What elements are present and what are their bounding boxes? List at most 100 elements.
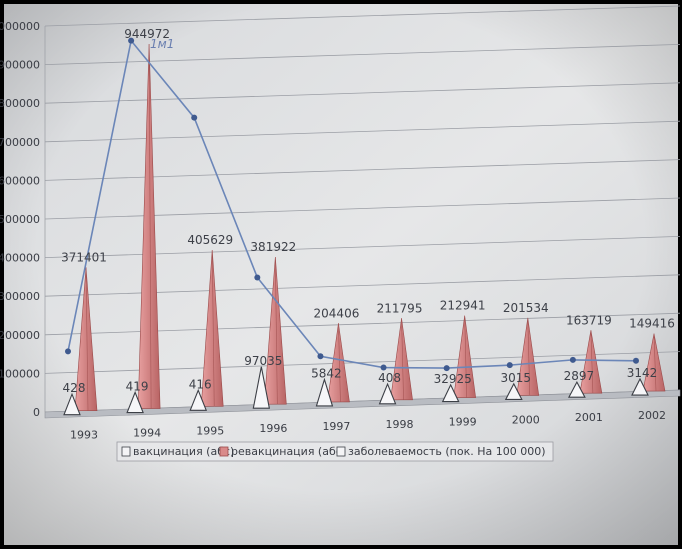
vaccination-cone bbox=[631, 377, 649, 396]
revaccination-value-label: 371401 bbox=[61, 250, 107, 264]
chart-annotation: 1м1 bbox=[150, 37, 174, 51]
y-tick-label: 300000 bbox=[0, 290, 40, 303]
revaccination-cone-edge bbox=[653, 333, 657, 392]
incidence-point bbox=[380, 364, 387, 371]
revaccination-value-label: 211795 bbox=[377, 301, 423, 315]
revaccination-cone-edge bbox=[85, 267, 89, 411]
vaccination-cone bbox=[189, 388, 208, 411]
incidence-point bbox=[633, 357, 639, 364]
vaccination-cone bbox=[378, 382, 397, 405]
y-axis-ticks: 0 100000 200000 300000 400000 500000 600000 700… bbox=[0, 20, 40, 419]
revaccination-value-label: 163719 bbox=[566, 313, 612, 327]
y-tick-label: 700000 bbox=[0, 136, 40, 149]
gridline bbox=[44, 5, 681, 27]
revaccination-cone bbox=[264, 256, 287, 405]
revaccination-value-label: 944972 bbox=[124, 27, 170, 41]
x-tick-label: 1994 bbox=[133, 427, 161, 440]
x-tick-label: 1993 bbox=[70, 429, 98, 442]
revaccination-value-label: 381922 bbox=[250, 240, 296, 254]
incidence-point bbox=[191, 114, 198, 121]
incidence-point bbox=[254, 274, 261, 281]
vaccination-value-label: 3015 bbox=[501, 371, 532, 385]
data-labels: 371401 428 944972 419 405629 416 381922 97035 20… bbox=[61, 27, 675, 395]
incidence-point bbox=[128, 37, 135, 44]
incidence-series-line bbox=[67, 38, 637, 369]
x-tick-label: 1997 bbox=[322, 420, 350, 433]
vaccination-cone bbox=[126, 390, 144, 414]
vaccination-value-label: 5842 bbox=[311, 366, 342, 380]
incidence-point bbox=[506, 362, 513, 369]
revaccination-value-label: 212941 bbox=[440, 299, 486, 313]
revaccination-value-label: 204406 bbox=[314, 306, 360, 320]
y-tick-label: 100000 bbox=[0, 367, 40, 380]
revaccination-value-label: 201534 bbox=[503, 301, 549, 315]
y-tick-label: 0 bbox=[33, 406, 40, 419]
cone-bars bbox=[63, 44, 666, 416]
revaccination-cone bbox=[579, 330, 603, 394]
revaccination-cone-edge bbox=[275, 257, 278, 405]
revaccination-cone bbox=[453, 315, 477, 398]
vaccination-cone bbox=[252, 366, 270, 409]
legend-entry-label: вакцинация (абс) bbox=[133, 445, 234, 458]
incidence-point bbox=[65, 348, 71, 355]
incidence-point bbox=[443, 365, 450, 372]
legend-swatch bbox=[336, 446, 346, 457]
y-tick-label: 600000 bbox=[0, 174, 40, 187]
vaccination-cone bbox=[567, 380, 586, 398]
revaccination-cone-edge bbox=[590, 330, 594, 394]
x-tick-label: 1998 bbox=[386, 418, 414, 431]
revaccination-cone-edge bbox=[527, 317, 531, 396]
y-tick-label: 500000 bbox=[0, 213, 40, 226]
legend-entry-label: заболеваемость (пок. На 100 000) bbox=[348, 445, 546, 458]
gridline bbox=[44, 44, 681, 65]
x-tick-label: 2001 bbox=[575, 411, 603, 424]
vaccination-value-label: 97035 bbox=[244, 354, 282, 368]
vaccination-cone bbox=[63, 392, 81, 416]
y-tick-label: 900000 bbox=[0, 59, 40, 72]
revaccination-value-label: 405629 bbox=[187, 233, 233, 247]
revaccination-cone-edge bbox=[464, 315, 467, 398]
incidence-line bbox=[65, 37, 639, 372]
y-tick-label: 800000 bbox=[0, 97, 40, 110]
vaccination-value-label: 32925 bbox=[434, 372, 472, 386]
screen-vignette bbox=[4, 4, 678, 545]
vaccination-value-label: 2897 bbox=[564, 369, 595, 383]
legend-entry-label: ревакцинация (абс) bbox=[231, 445, 346, 458]
x-tick-label: 1999 bbox=[449, 416, 477, 429]
revaccination-value-label: 149416 bbox=[629, 317, 675, 331]
legend-swatch bbox=[219, 446, 229, 457]
revaccination-cone bbox=[390, 318, 413, 401]
revaccination-cone-edge bbox=[401, 318, 404, 400]
revaccination-cone-edge bbox=[211, 249, 215, 407]
vaccination-value-label: 408 bbox=[378, 371, 401, 385]
x-axis-ticks: 1993 1994 1995 1996 1997 1998 1999 2000 2001 2002 bbox=[70, 409, 666, 442]
incidence-point bbox=[569, 356, 576, 363]
vaccination-cone bbox=[504, 382, 523, 400]
revaccination-cone bbox=[137, 44, 161, 409]
vaccination-value-label: 416 bbox=[189, 377, 212, 391]
legend: вакцинация (абс)ревакцинация (абс) заболе… bbox=[116, 441, 554, 462]
incidence-point bbox=[317, 353, 324, 360]
revaccination-cone bbox=[74, 267, 98, 412]
revaccination-cone bbox=[327, 323, 350, 403]
x-tick-label: 1995 bbox=[196, 424, 224, 437]
x-tick-label: 2002 bbox=[638, 409, 666, 422]
x-tick-label: 1996 bbox=[259, 422, 287, 435]
x-tick-label: 2000 bbox=[512, 413, 540, 426]
legend-swatch bbox=[121, 446, 131, 457]
y-tick-label: 1000000 bbox=[0, 20, 40, 33]
y-tick-label: 200000 bbox=[0, 329, 40, 342]
revaccination-cone bbox=[200, 249, 224, 407]
vaccination-value-label: 419 bbox=[126, 379, 149, 393]
revaccination-cone-edge bbox=[148, 44, 152, 409]
vaccination-value-label: 3142 bbox=[627, 366, 658, 380]
revaccination-cone bbox=[516, 317, 540, 396]
vaccination-value-label: 428 bbox=[63, 381, 86, 395]
vaccination-cone bbox=[441, 383, 460, 403]
revaccination-cone bbox=[642, 333, 666, 392]
vaccination-cone bbox=[315, 377, 334, 407]
y-tick-label: 400000 bbox=[0, 252, 40, 265]
revaccination-cone-edge bbox=[338, 323, 341, 402]
